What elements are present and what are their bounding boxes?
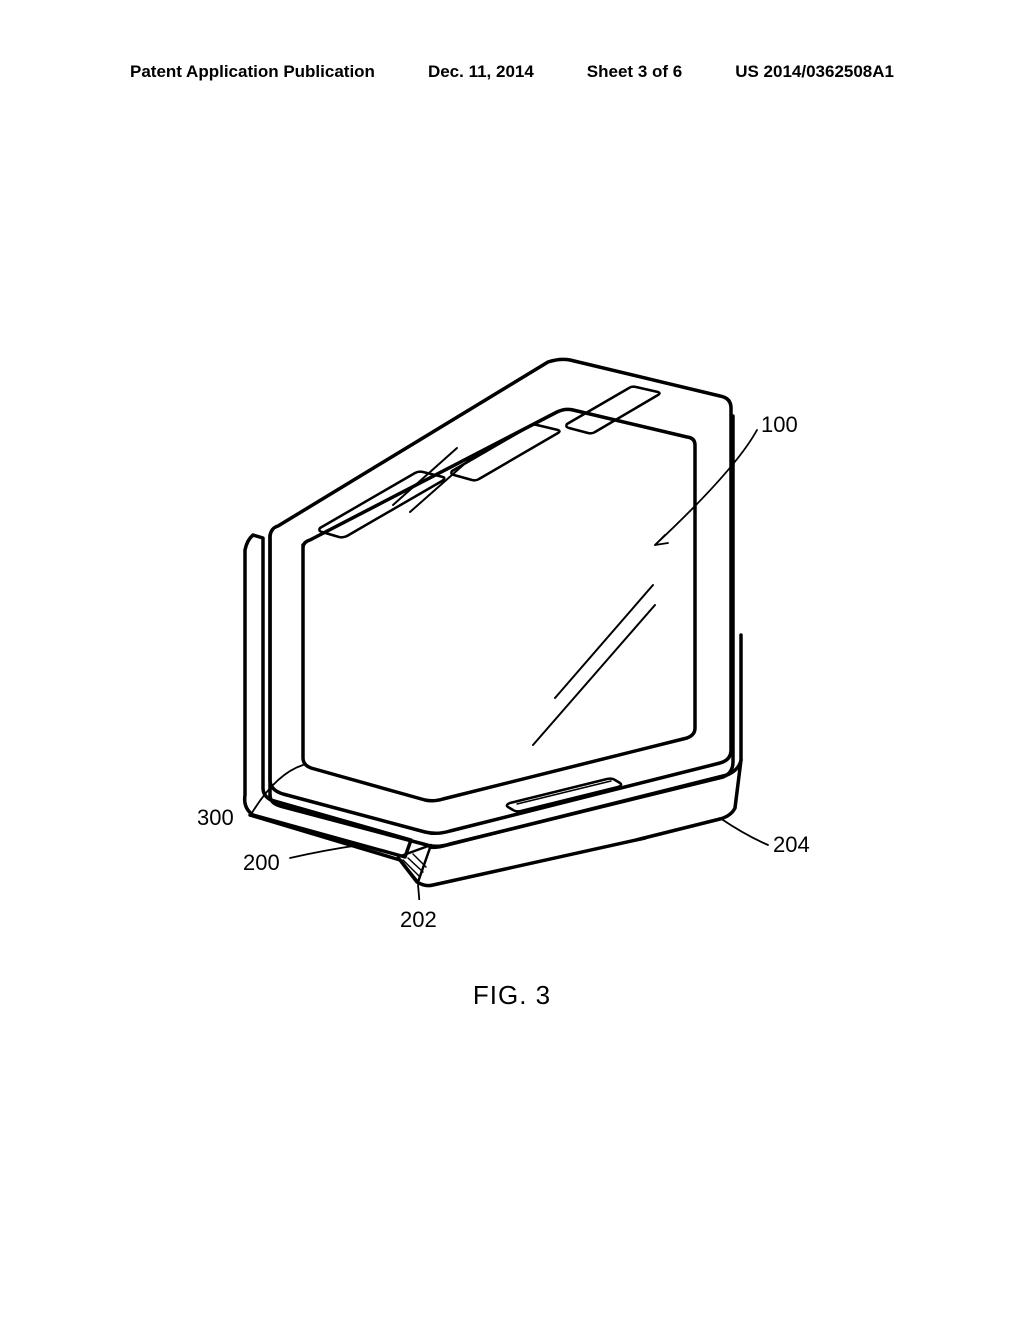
patent-drawing bbox=[175, 340, 855, 900]
figure-3: 100 300 200 202 204 bbox=[175, 340, 855, 900]
ref-label-200: 200 bbox=[243, 850, 280, 876]
publication-type: Patent Application Publication bbox=[130, 62, 375, 82]
publication-number: US 2014/0362508A1 bbox=[735, 62, 894, 82]
figure-caption: FIG. 3 bbox=[0, 980, 1024, 1011]
ref-label-202: 202 bbox=[400, 907, 437, 933]
publication-date: Dec. 11, 2014 bbox=[428, 62, 534, 82]
ref-label-300: 300 bbox=[197, 805, 234, 831]
patent-header: Patent Application Publication Dec. 11, … bbox=[0, 62, 1024, 82]
ref-label-100: 100 bbox=[761, 412, 798, 438]
ref-label-204: 204 bbox=[773, 832, 810, 858]
sheet-number: Sheet 3 of 6 bbox=[587, 62, 682, 82]
